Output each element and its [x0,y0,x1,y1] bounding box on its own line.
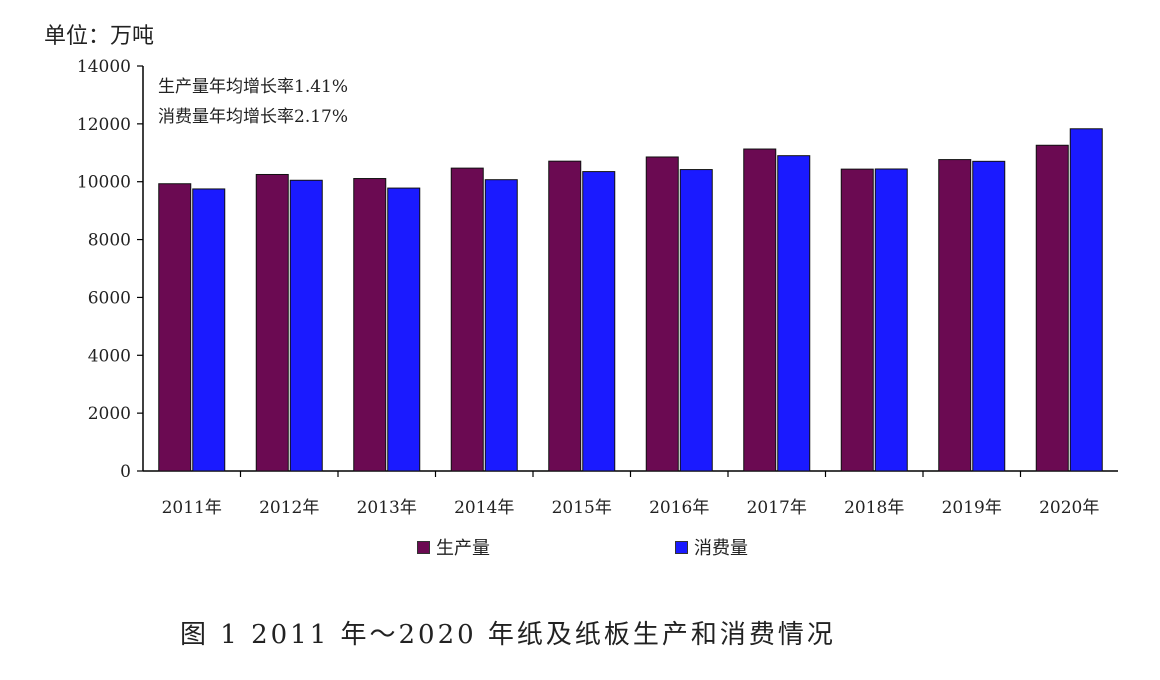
legend-label-consumption: 消费量 [694,538,748,559]
y-tick-label: 0 [120,462,131,482]
y-tick-label: 8000 [88,231,131,251]
legend-label-production: 生产量 [436,538,490,559]
bar-consumption [874,168,908,472]
consumption-growth-note: 消费量年均增长率2.17% [158,107,349,127]
bar-production [645,156,679,472]
y-tick-label: 12000 [77,115,131,135]
bar-production [353,178,387,472]
y-tick-label: 14000 [77,57,131,77]
y-tick-label: 2000 [88,404,131,424]
bar-production [1035,144,1069,472]
x-tick-label: 2016年 [649,498,709,518]
bar-production [743,148,777,472]
x-tick-label: 2017年 [747,498,807,518]
x-tick-label: 2015年 [552,498,612,518]
x-tick-label: 2012年 [259,498,319,518]
bar-consumption [387,187,421,472]
x-tick-label: 2011年 [162,498,222,518]
bar-consumption [192,188,226,472]
bar-production [255,173,289,472]
bar-production [450,167,484,472]
bar-consumption [1069,128,1103,472]
bar-consumption [484,179,518,472]
x-tick-label: 2014年 [454,498,514,518]
production-growth-note: 生产量年均增长率1.41% [158,77,349,97]
legend-swatch-consumption [675,540,688,554]
legend-item-production: 生产量 [417,534,490,560]
bar-consumption [679,169,713,472]
bar-consumption [972,160,1006,472]
bar-consumption [289,179,323,472]
x-tick-label: 2019年 [942,498,1002,518]
y-tick-label: 6000 [88,288,131,308]
y-tick-label: 4000 [88,346,131,366]
unit-label: 单位：万吨 [44,24,155,49]
bar-production [158,183,192,472]
x-tick-label: 2018年 [844,498,904,518]
x-tick-label: 2020年 [1039,498,1099,518]
bar-consumption [777,155,811,472]
bar-production [840,168,874,472]
legend-item-consumption: 消费量 [675,534,748,560]
bar-production [548,160,582,472]
legend-swatch-production [417,540,430,554]
bar-production [938,159,972,472]
x-tick-label: 2013年 [357,498,417,518]
figure-caption: 图 1 2011 年～2020 年纸及纸板生产和消费情况 [180,620,836,650]
bar-consumption [582,171,616,472]
y-tick-label: 10000 [77,173,131,193]
